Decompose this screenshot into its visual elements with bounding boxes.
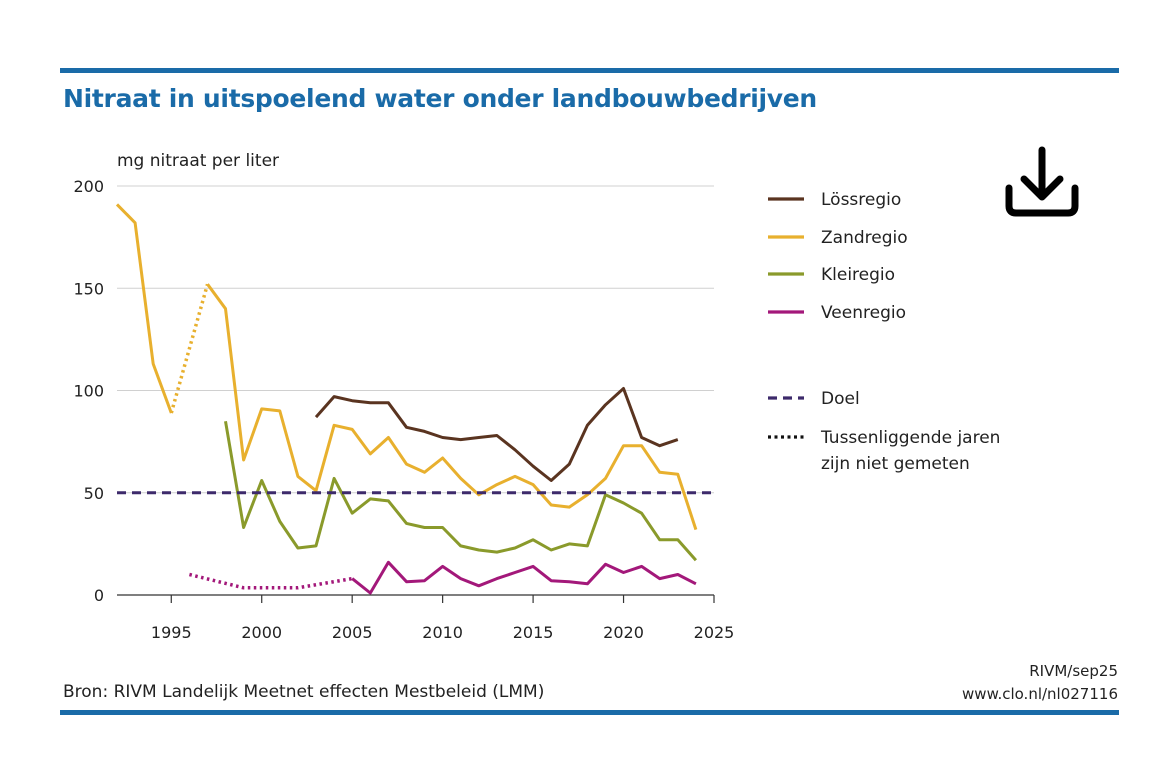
x-tick-label: 2020 bbox=[603, 623, 644, 642]
legend-label: Lössregio bbox=[821, 190, 901, 210]
series-line-kleiregio bbox=[224, 420, 698, 562]
credit-line-1: RIVM/sep25 bbox=[1029, 662, 1118, 680]
top-rule bbox=[60, 68, 1119, 73]
legend-label: Kleiregio bbox=[821, 265, 895, 285]
x-tick-label: 2000 bbox=[241, 623, 282, 642]
x-tick-label: 2025 bbox=[694, 623, 735, 642]
y-axis-label: mg nitraat per liter bbox=[117, 151, 279, 171]
chart-title: Nitraat in uitspoelend water onder landb… bbox=[63, 84, 817, 113]
y-tick-label: 200 bbox=[73, 177, 104, 196]
bottom-rule bbox=[60, 710, 1119, 715]
credit-line-2: www.clo.nl/nl027116 bbox=[962, 685, 1118, 703]
y-tick-label: 0 bbox=[94, 586, 104, 605]
legend-label-line-2: zijn niet gemeten bbox=[821, 454, 970, 474]
download-icon bbox=[1005, 146, 1079, 217]
x-tick-label: 1995 bbox=[151, 623, 192, 642]
series-line-veenregio bbox=[351, 560, 697, 595]
y-tick-label: 150 bbox=[73, 279, 104, 298]
series-line-veenregio-dotted bbox=[188, 572, 353, 590]
series-line-zandregio bbox=[206, 283, 698, 531]
x-tick-label: 2015 bbox=[513, 623, 554, 642]
download-button[interactable] bbox=[1004, 146, 1080, 218]
x-tick-label: 2005 bbox=[332, 623, 373, 642]
y-tick-label: 100 bbox=[73, 382, 104, 401]
series-line-zandregio-dotted bbox=[169, 283, 210, 414]
series-line-l-ssregio bbox=[314, 387, 679, 482]
series-line-zandregio bbox=[115, 203, 173, 414]
source-text: Bron: RIVM Landelijk Meetnet effecten Me… bbox=[63, 682, 545, 702]
x-tick-label: 2010 bbox=[422, 623, 463, 642]
legend-label: Doel bbox=[821, 389, 860, 409]
legend-label: Veenregio bbox=[821, 303, 906, 323]
legend-label: Zandregio bbox=[821, 228, 908, 248]
legend-label: Tussenliggende jaren bbox=[820, 428, 1000, 448]
credit-block: RIVM/sep25 www.clo.nl/nl027116 bbox=[962, 660, 1118, 706]
y-tick-label: 50 bbox=[84, 484, 104, 503]
